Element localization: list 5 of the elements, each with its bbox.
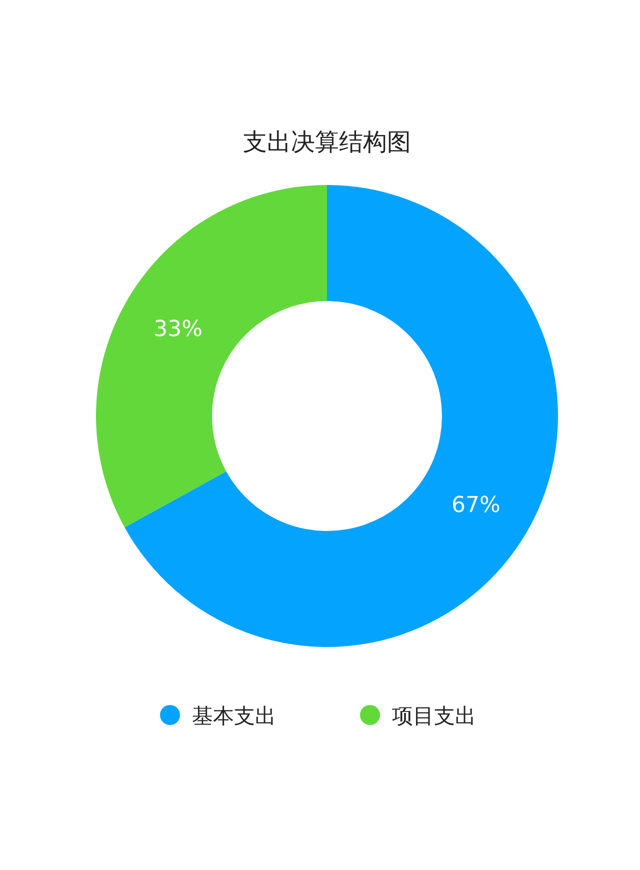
legend-label: 项目支出 bbox=[392, 704, 476, 728]
data-label: 67% bbox=[451, 493, 500, 518]
chart-title: 支出决算结构图 bbox=[243, 128, 411, 156]
legend-label: 基本支出 bbox=[192, 704, 276, 728]
data-label: 33% bbox=[154, 316, 203, 342]
